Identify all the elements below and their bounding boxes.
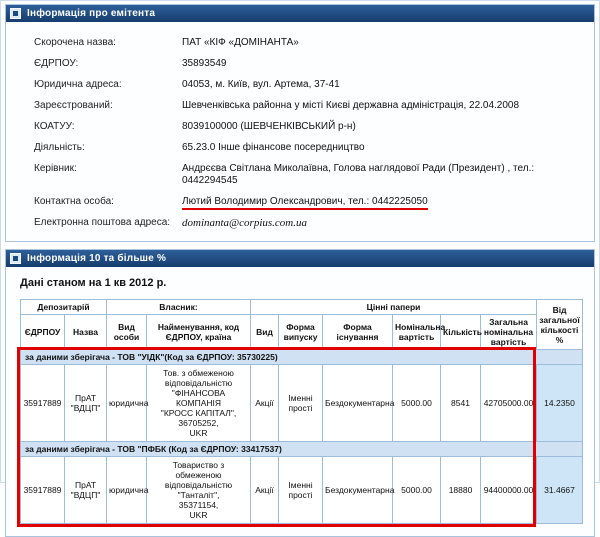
col-header-nominal-value: Номінальна вартість <box>392 314 445 350</box>
column-header-row: ЄДРПОУ Назва Вид особи Найменування, код… <box>20 314 583 350</box>
info-row-edrpou: ЄДРПОУ: 35893549 <box>10 53 590 74</box>
collapse-icon[interactable] <box>10 8 21 19</box>
info-label: Діяльність: <box>34 141 85 153</box>
cell-pct: 14.2350 <box>536 364 584 442</box>
activity-value: 65.23.0 Інше фінансове посередництво <box>182 141 365 153</box>
cell-edrpou: 35917889 <box>20 364 65 442</box>
custodian-note-1: за даними зберігача - ТОВ "УІДК"(Код за … <box>19 349 584 365</box>
group-header-owner: Власник: <box>106 299 252 315</box>
table-annotation-wrap: Депозитарій Власник: Цінні папери Від за… <box>17 299 584 527</box>
info-row-contact-person: Контактна особа: Лютий Володимир Олексан… <box>10 191 590 212</box>
registered-value: Шевченківська районна у місті Києві держ… <box>182 99 520 111</box>
info-label: Юридична адреса: <box>34 78 122 90</box>
issuer-panel-header[interactable]: Інформація про емітента <box>6 5 594 22</box>
holders-panel-header[interactable]: Інформація 10 та більше % <box>6 250 594 267</box>
group-header-row: Депозитарій Власник: Цінні папери Від за… <box>19 299 584 350</box>
info-label: Скорочена назва: <box>34 36 116 48</box>
holders-panel-title: Інформація 10 та більше % <box>27 253 167 264</box>
cell-total-nominal: 42705000.00 <box>480 364 538 442</box>
custodian-note-row-1: за даними зберігача - ТОВ "УІДК"(Код за … <box>19 349 584 365</box>
cell-kind: Акції <box>250 456 280 524</box>
col-header-quantity: Кількість <box>440 314 482 350</box>
custodian-note-2: за даними зберігача - ТОВ "ПФБК (Код за … <box>19 441 584 457</box>
info-label: КОАТУУ: <box>34 120 75 132</box>
cell-owner-name: Товариство з обмеженою відповідальністю … <box>146 456 252 524</box>
legal-address-value: 04053, м. Київ, вул. Артема, 37-41 <box>182 78 340 90</box>
col-header-person-type: Вид особи <box>106 314 148 350</box>
col-header-name: Назва <box>63 314 108 350</box>
contact-person-value-annotated: Лютий Володимир Олександрович, тел.: 044… <box>182 195 428 210</box>
group-header-securities: Цінні папери <box>250 299 538 315</box>
cell-nominal-value: 5000.00 <box>392 364 442 442</box>
cell-existence-form: Бездокументарна <box>322 456 394 524</box>
col-header-existence-form: Форма існування <box>322 314 394 350</box>
info-label: Контактна особа: <box>34 195 114 207</box>
custodian-note-row-2: за даними зберігача - ТОВ "ПФБК (Код за … <box>19 441 584 457</box>
table-row: 35917889 ПрАТ "ВДЦП" юридична Тов. з обм… <box>20 364 584 442</box>
table-row: 35917889 ПрАТ "ВДЦП" юридична Товариство… <box>20 456 584 524</box>
koatuu-value: 8039100000 (ШЕВЧЕНКІВСЬКИЙ р-н) <box>182 120 356 132</box>
info-label: ЄДРПОУ: <box>34 57 79 69</box>
info-row-koatuu: КОАТУУ: 8039100000 (ШЕВЧЕНКІВСЬКИЙ р-н) <box>10 116 590 137</box>
holders-panel-body: Дані станом на 1 кв 2012 р. Депозитарій … <box>6 267 594 536</box>
cell-kind: Акції <box>250 364 280 442</box>
cell-owner-name: Тов. з обмеженою відповідальністю "ФІНАН… <box>146 364 252 442</box>
cell-nominal-value: 5000.00 <box>392 456 442 524</box>
info-row-director: Керівник: Андрєєва Світлана Миколаївна, … <box>10 158 590 191</box>
issuer-panel: Інформація про емітента Скорочена назва:… <box>5 4 595 242</box>
info-label: Зареєстрований: <box>34 99 113 111</box>
issuer-panel-body: Скорочена назва: ПАТ «КІФ «ДОМІНАНТА» ЄД… <box>6 22 594 241</box>
cell-total-nominal: 94400000.00 <box>480 456 538 524</box>
col-header-owner-name: Найменування, код ЄДРПОУ, країна <box>146 314 252 350</box>
pct-header-cell: Від загальної кількості % <box>536 299 584 350</box>
info-row-activity: Діяльність: 65.23.0 Інше фінансове посер… <box>10 137 590 158</box>
info-row-short-name: Скорочена назва: ПАТ «КІФ «ДОМІНАНТА» <box>10 32 590 53</box>
cell-edrpou: 35917889 <box>20 456 65 524</box>
cell-quantity: 18880 <box>440 456 482 524</box>
cell-issue-form: Іменні прості <box>278 364 324 442</box>
info-row-registered: Зареєстрований: Шевченківська районна у … <box>10 95 590 116</box>
info-label: Електронна поштова адреса: <box>34 216 171 228</box>
col-header-edrpou: ЄДРПОУ <box>20 314 65 350</box>
period-label: Дані станом на 1 кв 2012 р. <box>20 277 167 289</box>
group-header-depositary: Депозитарій <box>19 299 108 315</box>
cell-depositary-name: ПрАТ "ВДЦП" <box>63 364 108 442</box>
col-header-total-nominal: Загальна номінальна вартість <box>480 314 538 350</box>
cell-person-type: юридична <box>106 364 148 442</box>
holders-panel: Інформація 10 та більше % Дані станом на… <box>5 249 595 537</box>
issuer-panel-title: Інформація про емітента <box>27 8 156 19</box>
holders-table: Депозитарій Власник: Цінні папери Від за… <box>19 299 584 524</box>
short-name-value: ПАТ «КІФ «ДОМІНАНТА» <box>182 36 299 48</box>
cell-person-type: юридична <box>106 456 148 524</box>
info-row-email: Електронна поштова адреса: dominanta@cor… <box>10 212 590 233</box>
cell-existence-form: Бездокументарна <box>322 364 394 442</box>
cell-issue-form: Іменні прості <box>278 456 324 524</box>
col-header-kind: Вид <box>250 314 280 350</box>
edrpou-value: 35893549 <box>182 57 227 69</box>
cell-pct: 31.4667 <box>536 456 584 524</box>
cell-quantity: 8541 <box>440 364 482 442</box>
col-header-issue-form: Форма випуску <box>278 314 324 350</box>
info-label: Керівник: <box>34 162 77 174</box>
email-value: dominanta@corpius.com.ua <box>182 216 308 229</box>
cell-depositary-name: ПрАТ "ВДЦП" <box>63 456 108 524</box>
info-row-legal-address: Юридична адреса: 04053, м. Київ, вул. Ар… <box>10 74 590 95</box>
collapse-icon[interactable] <box>10 253 21 264</box>
director-value: Андрєєва Світлана Миколаївна, Голова наг… <box>182 162 535 186</box>
